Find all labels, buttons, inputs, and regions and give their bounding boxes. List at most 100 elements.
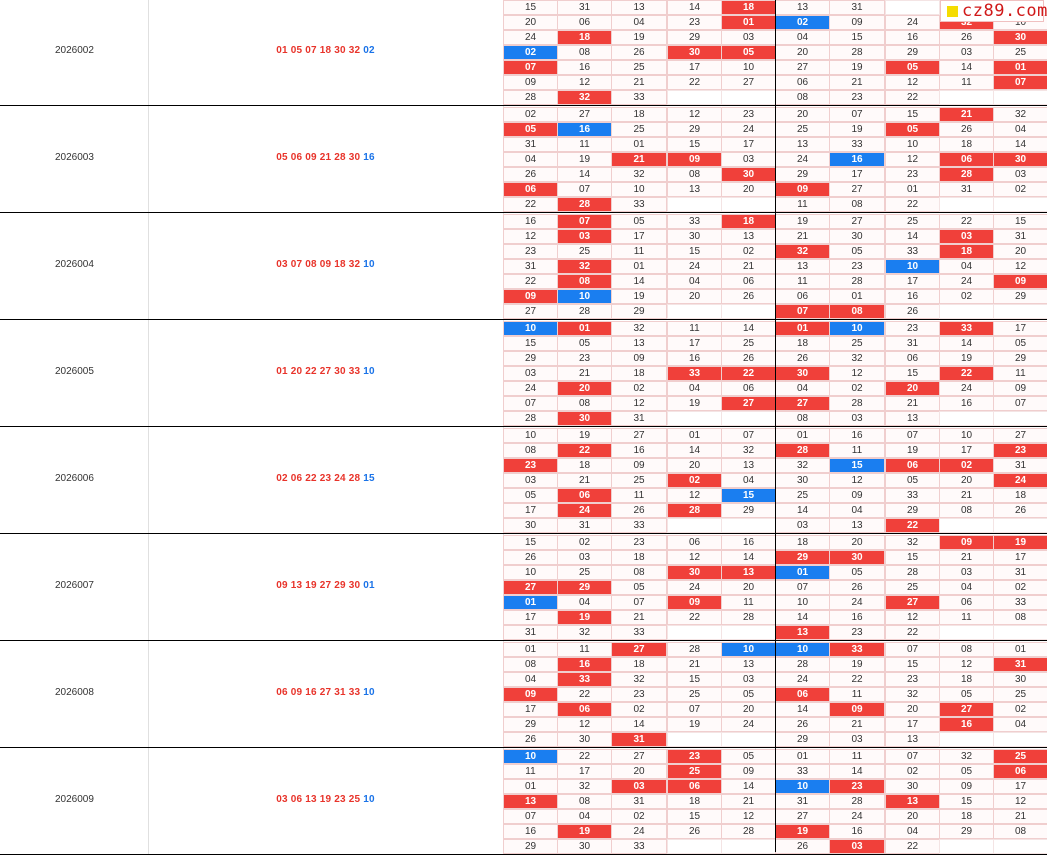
number-cell: 19 (557, 152, 612, 167)
hit-red-cell: 16 (939, 717, 994, 732)
hit-red-cell: 09 (829, 702, 885, 717)
number-cell: 26 (885, 304, 940, 319)
number-cell: 19 (557, 428, 612, 443)
issue-number: 2026007 (55, 580, 94, 591)
number-cell: 20 (721, 580, 776, 595)
number-cell: 19 (775, 214, 830, 229)
number-cell: 20 (885, 809, 940, 824)
number-cell: 03 (721, 152, 776, 167)
number-cell: 05 (557, 336, 612, 351)
issue-number: 2026004 (55, 259, 94, 270)
number-cell: 06 (939, 595, 994, 610)
number-cell: 27 (829, 182, 885, 197)
draw-row: 2026008 06 09 16 27 31 33 10 01 11 27 28 10 10 3… (0, 641, 1047, 748)
number-cell: 10 (503, 428, 558, 443)
issue-number: 2026009 (55, 794, 94, 805)
red-ball-number: 31 (334, 687, 346, 698)
red-ball-number: 30 (334, 366, 346, 377)
red-ball-number: 09 (319, 259, 332, 270)
number-cell: 25 (667, 687, 722, 702)
number-cell: 27 (775, 60, 830, 75)
number-cell: 15 (503, 336, 558, 351)
number-cell: 31 (939, 182, 994, 197)
red-ball-number: 13 (290, 580, 303, 591)
hit-red-cell: 09 (503, 289, 558, 304)
number-cell: 18 (611, 550, 667, 565)
hit-red-cell: 19 (557, 824, 612, 839)
blue-ball-number: 10 (363, 259, 375, 270)
hit-red-cell: 09 (993, 274, 1047, 289)
number-cell: 22 (939, 214, 994, 229)
red-ball-number: 33 (348, 366, 361, 377)
number-cell: 12 (667, 550, 722, 565)
number-cell: 24 (939, 381, 994, 396)
number-cell: 24 (503, 30, 558, 45)
number-cell: 14 (939, 336, 994, 351)
number-cell: 25 (611, 122, 667, 137)
number-cell: 07 (721, 428, 776, 443)
number-cell: 08 (503, 443, 558, 458)
number-cell: 32 (611, 321, 667, 336)
number-cell: 16 (885, 30, 940, 45)
draw-numbers: 02 06 22 23 24 28 15 (148, 473, 503, 484)
hit-blue-cell: 02 (503, 45, 558, 60)
number-cell: 17 (503, 702, 558, 717)
draw-numbers: 06 09 16 27 31 33 10 (148, 687, 503, 698)
number-cell: 12 (829, 473, 885, 488)
number-cell: 12 (667, 488, 722, 503)
number-cell: 28 (829, 794, 885, 809)
number-cell (721, 732, 776, 747)
hit-red-cell: 03 (611, 779, 667, 794)
red-ball-number: 05 (290, 45, 303, 56)
blue-ball-number: 10 (363, 794, 375, 805)
hit-red-cell: 18 (721, 0, 776, 15)
number-cell: 21 (829, 717, 885, 732)
number-cell: 17 (503, 610, 558, 625)
number-cell: 13 (611, 336, 667, 351)
red-ball-number: 01 (276, 366, 288, 377)
site-logo[interactable]: cz89.com (940, 0, 1047, 22)
hit-red-cell: 30 (829, 550, 885, 565)
number-cell: 04 (667, 381, 722, 396)
number-cell (721, 625, 776, 640)
number-cell: 05 (939, 687, 994, 702)
number-cell: 18 (939, 672, 994, 687)
draw-result-cell: 06 09 16 27 31 33 10 (148, 641, 504, 747)
number-cell: 23 (503, 244, 558, 259)
number-cell: 04 (775, 30, 830, 45)
number-cell: 24 (939, 274, 994, 289)
number-cell: 33 (611, 625, 667, 640)
number-cell: 14 (829, 764, 885, 779)
number-cell: 21 (667, 657, 722, 672)
number-cell: 10 (611, 182, 667, 197)
hit-red-cell: 05 (885, 122, 940, 137)
hit-red-cell: 33 (667, 366, 722, 381)
hit-red-cell: 30 (775, 366, 830, 381)
number-cell (667, 411, 722, 426)
number-cell: 25 (775, 488, 830, 503)
number-cell: 16 (503, 824, 558, 839)
number-cell (993, 518, 1047, 533)
number-cell: 23 (557, 351, 612, 366)
number-cell: 21 (721, 794, 776, 809)
number-cell: 15 (885, 366, 940, 381)
number-cell: 17 (611, 229, 667, 244)
number-cell: 27 (829, 214, 885, 229)
number-cell: 01 (503, 779, 558, 794)
red-ball-number: 22 (305, 473, 317, 484)
hit-blue-cell: 16 (829, 152, 885, 167)
number-cell: 01 (829, 289, 885, 304)
number-cell: 33 (611, 197, 667, 212)
number-cell: 22 (829, 672, 885, 687)
number-cell: 17 (721, 137, 776, 152)
number-cell: 14 (667, 0, 722, 15)
number-cell: 11 (829, 749, 885, 764)
number-cell: 17 (993, 779, 1047, 794)
red-ball-number: 08 (305, 259, 317, 270)
draw-numbers: 03 06 13 19 23 25 10 (148, 794, 503, 805)
number-cell: 19 (829, 122, 885, 137)
number-cell: 20 (939, 473, 994, 488)
number-cell: 12 (611, 396, 667, 411)
hit-blue-cell: 10 (503, 749, 558, 764)
number-cell: 33 (667, 214, 722, 229)
